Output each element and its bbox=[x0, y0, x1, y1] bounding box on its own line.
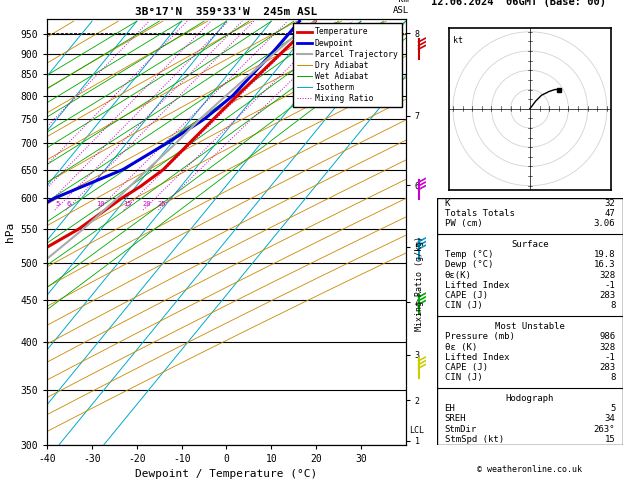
Text: LCL: LCL bbox=[409, 426, 425, 435]
Text: 328: 328 bbox=[599, 271, 615, 279]
Text: 20: 20 bbox=[142, 201, 150, 207]
Text: Mixing Ratio (g/kg): Mixing Ratio (g/kg) bbox=[415, 236, 424, 330]
Text: StmSpd (kt): StmSpd (kt) bbox=[445, 435, 504, 444]
X-axis label: Dewpoint / Temperature (°C): Dewpoint / Temperature (°C) bbox=[135, 469, 318, 479]
Text: Totals Totals: Totals Totals bbox=[445, 209, 515, 218]
Text: 10: 10 bbox=[96, 201, 105, 207]
Text: 5: 5 bbox=[56, 201, 60, 207]
Text: Lifted Index: Lifted Index bbox=[445, 281, 509, 290]
Text: 263°: 263° bbox=[594, 425, 615, 434]
Text: 19.8: 19.8 bbox=[594, 250, 615, 259]
Text: θε(K): θε(K) bbox=[445, 271, 472, 279]
Text: Dewp (°C): Dewp (°C) bbox=[445, 260, 493, 269]
Legend: Temperature, Dewpoint, Parcel Trajectory, Dry Adiabat, Wet Adiabat, Isotherm, Mi: Temperature, Dewpoint, Parcel Trajectory… bbox=[293, 23, 402, 106]
Text: Hodograph: Hodograph bbox=[506, 394, 554, 403]
Text: 15: 15 bbox=[604, 435, 615, 444]
Text: 8: 8 bbox=[610, 301, 615, 311]
Text: θε (K): θε (K) bbox=[445, 343, 477, 351]
Text: -1: -1 bbox=[604, 353, 615, 362]
Text: 47: 47 bbox=[604, 209, 615, 218]
Text: 283: 283 bbox=[599, 291, 615, 300]
Text: CIN (J): CIN (J) bbox=[445, 373, 482, 382]
Text: 15: 15 bbox=[123, 201, 131, 207]
Text: Most Unstable: Most Unstable bbox=[495, 322, 565, 331]
Text: Pressure (mb): Pressure (mb) bbox=[445, 332, 515, 341]
Text: -1: -1 bbox=[604, 281, 615, 290]
Text: 12.06.2024  06GMT (Base: 00): 12.06.2024 06GMT (Base: 00) bbox=[431, 0, 606, 7]
Text: 8: 8 bbox=[610, 373, 615, 382]
Text: kt: kt bbox=[453, 35, 463, 45]
Text: CAPE (J): CAPE (J) bbox=[445, 291, 487, 300]
Text: km
ASL: km ASL bbox=[392, 0, 409, 15]
Text: SREH: SREH bbox=[445, 415, 466, 423]
Text: 986: 986 bbox=[599, 332, 615, 341]
Text: CAPE (J): CAPE (J) bbox=[445, 363, 487, 372]
Text: CIN (J): CIN (J) bbox=[445, 301, 482, 311]
Text: 283: 283 bbox=[599, 363, 615, 372]
Text: 16.3: 16.3 bbox=[594, 260, 615, 269]
Text: 34: 34 bbox=[604, 415, 615, 423]
Text: Surface: Surface bbox=[511, 240, 548, 249]
Text: PW (cm): PW (cm) bbox=[445, 219, 482, 228]
Text: Temp (°C): Temp (°C) bbox=[445, 250, 493, 259]
Text: EH: EH bbox=[445, 404, 455, 413]
Text: StmDir: StmDir bbox=[445, 425, 477, 434]
Text: 25: 25 bbox=[157, 201, 166, 207]
Y-axis label: hPa: hPa bbox=[5, 222, 15, 242]
Text: 6: 6 bbox=[67, 201, 71, 207]
Text: 328: 328 bbox=[599, 343, 615, 351]
Text: © weatheronline.co.uk: © weatheronline.co.uk bbox=[477, 465, 582, 474]
Text: Lifted Index: Lifted Index bbox=[445, 353, 509, 362]
Title: 3B°17'N  359°33'W  245m ASL: 3B°17'N 359°33'W 245m ASL bbox=[135, 7, 318, 17]
Text: K: K bbox=[445, 199, 450, 208]
Text: 3.06: 3.06 bbox=[594, 219, 615, 228]
Text: 32: 32 bbox=[604, 199, 615, 208]
Text: 5: 5 bbox=[610, 404, 615, 413]
